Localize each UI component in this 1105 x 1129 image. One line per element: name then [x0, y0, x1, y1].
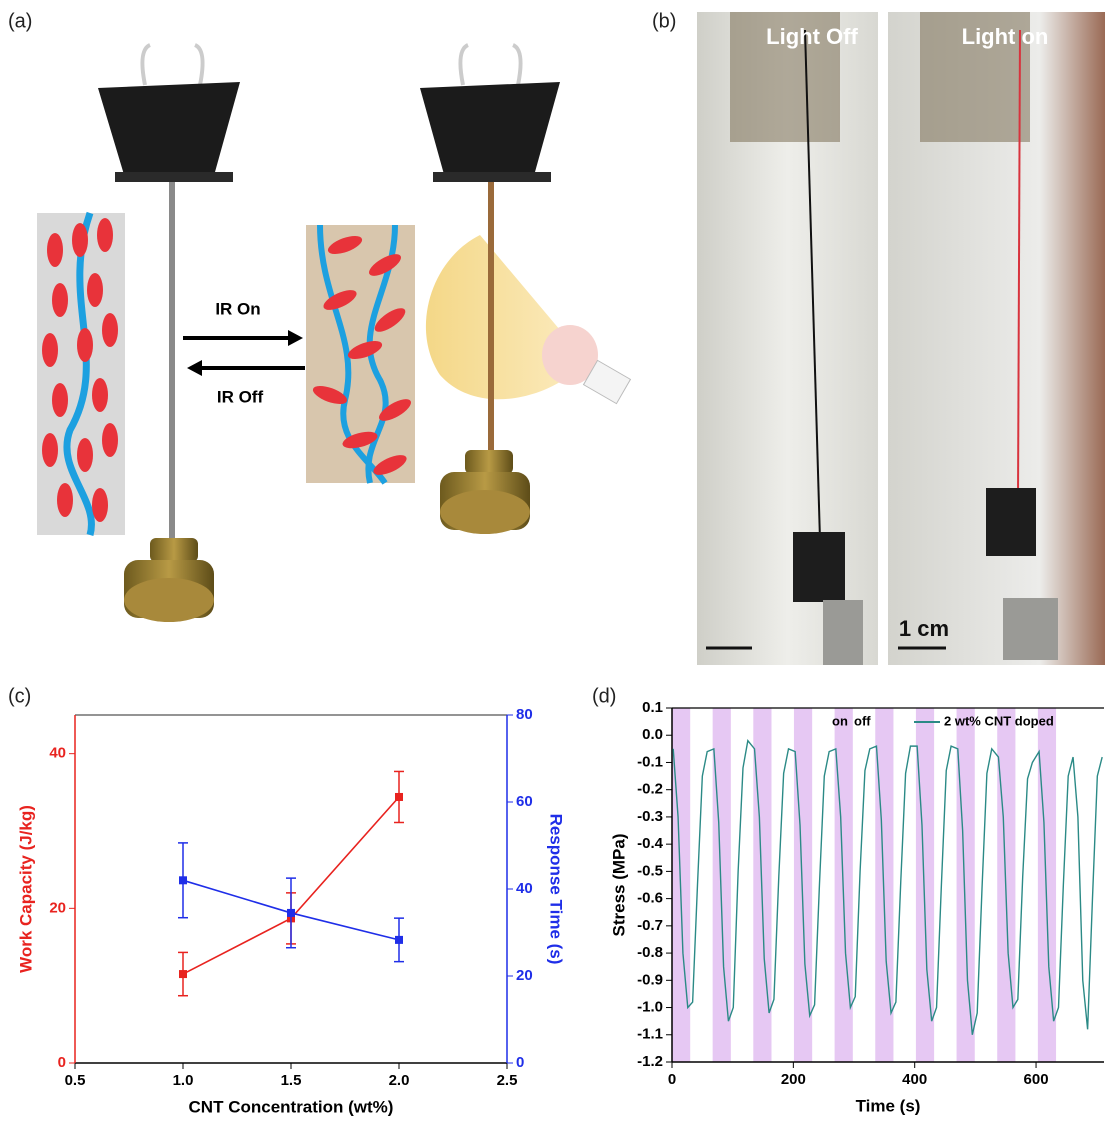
figure: (a) (b) (c) (d) IR On IR Off: [0, 0, 1105, 1124]
y-tick-label: -0.9: [637, 971, 663, 988]
y-tick-label: -0.4: [637, 835, 664, 852]
shaded-band: [1038, 708, 1056, 1062]
arrow-label: IR On: [215, 299, 260, 318]
weight-face: [124, 578, 214, 622]
y-axis-label: Work Capacity (J/kg): [16, 805, 35, 973]
photo-label: Light on: [962, 24, 1049, 49]
weight-face: [440, 490, 530, 534]
y-tick-label: -0.7: [637, 917, 663, 934]
y2-tick-label: 80: [516, 706, 533, 723]
photo-label: Light Off: [766, 24, 858, 49]
y2-axis-label: Response Time (s): [547, 814, 566, 965]
arrow-head: [288, 330, 303, 346]
y-tick-label: -1.1: [637, 1026, 663, 1043]
panel-label: (c): [8, 685, 31, 707]
panel-label: (b): [652, 10, 676, 32]
x-axis-label: CNT Concentration (wt%): [189, 1097, 394, 1116]
x-tick-label: 400: [902, 1071, 927, 1088]
photo-weight: [823, 600, 863, 665]
clip-base: [115, 172, 233, 182]
x-tick-label: 0.5: [65, 1072, 86, 1089]
y-tick-label: 40: [49, 745, 66, 762]
x-tick-label: 1.0: [173, 1072, 194, 1089]
y-tick-label: -0.5: [637, 862, 663, 879]
y-tick-label: 0.0: [642, 726, 663, 743]
shaded-band: [713, 708, 731, 1062]
clip: [98, 82, 240, 178]
y-tick-label: -1.2: [637, 1053, 663, 1070]
panel-label: (a): [8, 10, 32, 32]
y-axis-label: Stress (MPa): [609, 834, 628, 937]
panel-label: (d): [592, 685, 616, 707]
arrow-label: IR Off: [217, 387, 264, 406]
point: [287, 909, 295, 917]
y2-tick-label: 60: [516, 793, 533, 810]
weight-top: [465, 450, 513, 474]
x-tick-label: 2.0: [389, 1072, 410, 1089]
y-tick-label: -0.2: [637, 781, 663, 798]
y2-tick-label: 20: [516, 967, 533, 984]
scale-label: 1 cm: [899, 616, 949, 641]
page: (a) (b) (c) (d) IR On IR Off: [0, 0, 1105, 1124]
photo-clip: [986, 488, 1036, 556]
point: [395, 793, 403, 801]
annotation: off: [854, 713, 871, 728]
clip-handle: [142, 45, 202, 85]
x-tick-label: 600: [1024, 1071, 1049, 1088]
x-tick-label: 0: [668, 1071, 676, 1088]
photo-weight: [1003, 598, 1058, 660]
arrow-head: [187, 360, 202, 376]
y-tick-label: -1.0: [637, 999, 663, 1016]
point: [179, 876, 187, 884]
y-tick-label: 20: [49, 899, 66, 916]
photographs: Light Off Light on 1 cm: [697, 12, 1105, 665]
y-tick-label: -0.1: [637, 753, 663, 770]
point: [395, 936, 403, 944]
photo-clip: [793, 532, 845, 602]
weight-top: [150, 538, 198, 562]
x-axis-label: Time (s): [856, 1096, 921, 1115]
legend-label: 2 wt% CNT doped: [944, 713, 1054, 728]
y-tick-label: 0.1: [642, 699, 663, 716]
illustration: IR On IR Off: [37, 45, 630, 622]
clip-handle: [460, 45, 520, 85]
clip-base: [433, 172, 551, 182]
y2-tick-label: 0: [516, 1054, 524, 1071]
y-tick-label: -0.6: [637, 890, 663, 907]
x-tick-label: 200: [781, 1071, 806, 1088]
y2-tick-label: 40: [516, 880, 533, 897]
shaded-band: [957, 708, 975, 1062]
point: [179, 970, 187, 978]
x-tick-label: 1.5: [281, 1072, 302, 1089]
y-tick-label: 0: [58, 1054, 66, 1071]
y-tick-label: -0.8: [637, 944, 663, 961]
x-tick-label: 2.5: [497, 1072, 518, 1089]
rod: [169, 182, 175, 542]
rod: [488, 182, 494, 452]
clip: [420, 82, 560, 178]
y-tick-label: -0.3: [637, 808, 663, 825]
annotation: on: [832, 713, 848, 728]
